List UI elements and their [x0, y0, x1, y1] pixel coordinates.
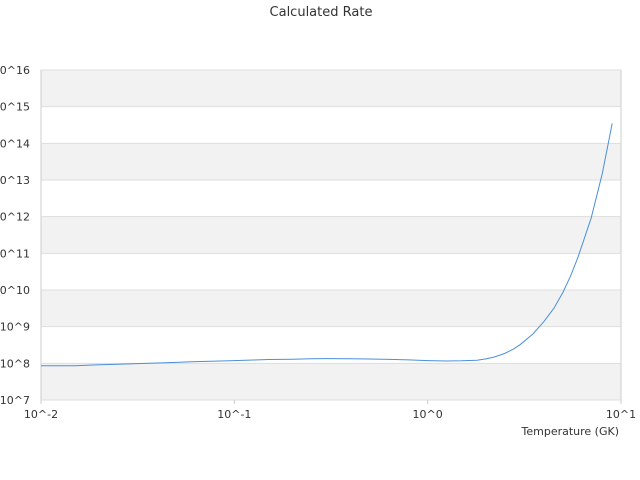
y-tick-label: 10^14	[0, 137, 30, 150]
series-layer	[41, 123, 613, 367]
x-tick-label: 10^-1	[217, 408, 251, 421]
grid-band	[41, 143, 621, 180]
y-tick-label: 10^12	[0, 211, 30, 224]
y-tick-label: 10^16	[0, 64, 30, 77]
grid-band	[41, 290, 621, 327]
x-tick-label: 10^1	[606, 408, 636, 421]
plot-frame	[40, 69, 622, 401]
y-axis-ticks: 10^7 10^8 10^9 10^10 10^11 10^12 10^13 10^14 10^…	[0, 64, 30, 407]
x-tick-label: 10^-2	[24, 408, 58, 421]
y-tick-label: 10^15	[0, 101, 30, 114]
grid-band	[41, 216, 621, 254]
x-tick-label: 10^0	[413, 408, 443, 421]
y-tick-label: 10^9	[0, 321, 30, 334]
series-line	[41, 123, 613, 367]
x-axis-label: Temperature (GK)	[521, 425, 620, 438]
grid-band	[41, 363, 621, 400]
y-tick-label: 10^7	[0, 394, 30, 407]
y-tick-label: 10^13	[0, 174, 30, 187]
chart-title: Calculated Rate	[270, 5, 373, 20]
y-tick-label: 10^11	[0, 247, 30, 260]
grid-band	[41, 70, 621, 107]
grid-bands	[41, 70, 621, 400]
y-tick-label: 10^10	[0, 284, 30, 297]
x-axis-ticks: 10^-2 10^-1 10^0 10^1	[24, 400, 636, 421]
y-tick-label: 10^8	[0, 357, 30, 370]
